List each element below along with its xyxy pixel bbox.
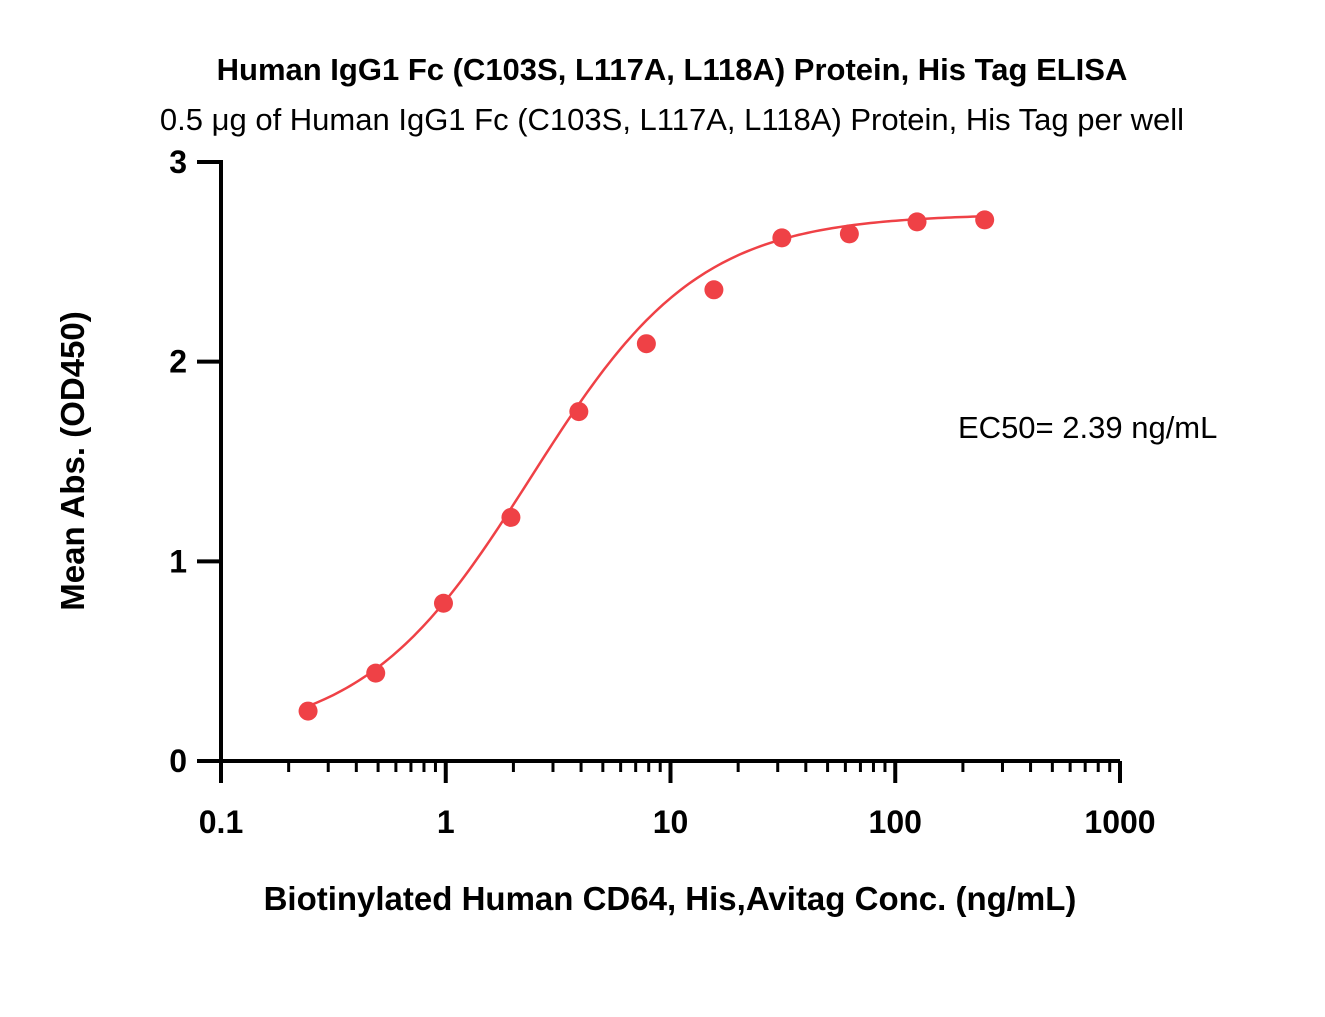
data-point (839, 224, 859, 244)
chart-subtitle: 0.5 μg of Human IgG1 Fc (C103S, L117A, L… (160, 102, 1184, 137)
data-point (569, 402, 589, 422)
data-point (975, 210, 995, 230)
data-point (907, 212, 927, 232)
x-axis-label: Biotinylated Human CD64, His,Avitag Conc… (264, 880, 1077, 917)
data-point (366, 663, 386, 683)
y-tick-label: 1 (169, 543, 187, 579)
y-axis-ticks: 0 1 2 3 (169, 144, 221, 779)
axes (219, 160, 1120, 763)
y-tick-label: 3 (169, 144, 187, 180)
data-point (433, 593, 453, 613)
fit-curve (307, 215, 985, 708)
x-tick-label: 1000 (1084, 804, 1155, 840)
data-point (704, 280, 724, 300)
data-point (636, 334, 656, 354)
x-tick-label: 0.1 (199, 804, 243, 840)
fit-curve-group (307, 215, 985, 708)
data-point (298, 701, 318, 721)
y-tick-label: 2 (169, 344, 187, 380)
y-axis-label: Mean Abs. (OD450) (54, 311, 91, 611)
x-tick-label: 10 (653, 804, 689, 840)
ec50-annotation: EC50= 2.39 ng/mL (958, 410, 1217, 445)
x-tick-label: 100 (869, 804, 922, 840)
chart-title: Human IgG1 Fc (C103S, L117A, L118A) Prot… (217, 52, 1128, 87)
y-tick-label: 0 (169, 743, 187, 779)
x-axis-ticks: 0.1 1 10 100 1000 (199, 761, 1156, 840)
data-points (298, 210, 995, 721)
data-point (772, 228, 792, 248)
data-point (501, 507, 521, 527)
x-tick-label: 1 (437, 804, 455, 840)
